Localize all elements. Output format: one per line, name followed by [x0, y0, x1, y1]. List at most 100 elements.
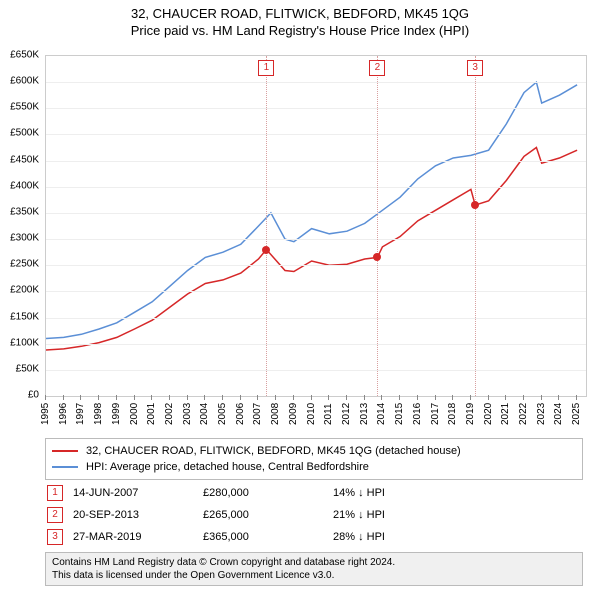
gridline — [46, 291, 586, 292]
sale-vline — [377, 56, 378, 396]
x-tick — [257, 395, 258, 400]
x-tick — [204, 395, 205, 400]
x-tick-label: 2019 — [465, 403, 476, 425]
x-tick-label: 2001 — [146, 403, 157, 425]
x-tick-label: 1998 — [93, 403, 104, 425]
x-tick-label: 1996 — [58, 403, 69, 425]
x-tick — [417, 395, 418, 400]
x-tick — [80, 395, 81, 400]
series-line — [46, 82, 577, 338]
x-tick-label: 1995 — [40, 403, 51, 425]
sale-badge: 1 — [258, 60, 274, 76]
x-tick — [169, 395, 170, 400]
x-tick-label: 2025 — [571, 403, 582, 425]
series-line — [46, 148, 577, 351]
sale-dot — [471, 201, 479, 209]
x-tick-label: 2006 — [235, 403, 246, 425]
sales-price: £365,000 — [203, 531, 333, 543]
sale-badge: 3 — [467, 60, 483, 76]
gridline — [46, 161, 586, 162]
x-tick-label: 2014 — [376, 403, 387, 425]
gridline — [46, 134, 586, 135]
sale-dot — [373, 253, 381, 261]
x-tick — [328, 395, 329, 400]
gridline — [46, 82, 586, 83]
y-tick-label: £550K — [10, 102, 39, 113]
x-tick — [222, 395, 223, 400]
y-tick-label: £450K — [10, 154, 39, 165]
title-sub: Price paid vs. HM Land Registry's House … — [0, 23, 600, 38]
attribution-line1: Contains HM Land Registry data © Crown c… — [52, 556, 576, 569]
x-tick-label: 2020 — [483, 403, 494, 425]
y-tick-label: £350K — [10, 206, 39, 217]
y-axis: £0£50K£100K£150K£200K£250K£300K£350K£400… — [0, 55, 43, 395]
x-axis: 1995199619971998199920002001200220032004… — [45, 395, 585, 435]
x-tick — [558, 395, 559, 400]
x-tick — [45, 395, 46, 400]
x-tick — [541, 395, 542, 400]
x-tick-label: 2017 — [430, 403, 441, 425]
sales-price: £265,000 — [203, 509, 333, 521]
legend-label: HPI: Average price, detached house, Cent… — [86, 461, 369, 473]
sales-diff: 14% ↓ HPI — [333, 487, 583, 499]
x-tick — [98, 395, 99, 400]
x-tick-label: 2002 — [164, 403, 175, 425]
title-main: 32, CHAUCER ROAD, FLITWICK, BEDFORD, MK4… — [0, 6, 600, 21]
y-tick-label: £400K — [10, 180, 39, 191]
y-tick-label: £500K — [10, 128, 39, 139]
sales-date: 20-SEP-2013 — [73, 509, 203, 521]
sales-price: £280,000 — [203, 487, 333, 499]
x-tick — [275, 395, 276, 400]
sales-badge: 3 — [47, 529, 63, 545]
y-tick-label: £250K — [10, 259, 39, 270]
x-tick — [435, 395, 436, 400]
x-tick-label: 1997 — [75, 403, 86, 425]
legend-item: HPI: Average price, detached house, Cent… — [52, 459, 576, 475]
x-tick-label: 1999 — [111, 403, 122, 425]
title-block: 32, CHAUCER ROAD, FLITWICK, BEDFORD, MK4… — [0, 0, 600, 38]
attribution-line2: This data is licensed under the Open Gov… — [52, 569, 576, 582]
x-tick — [346, 395, 347, 400]
x-tick — [470, 395, 471, 400]
gridline — [46, 108, 586, 109]
x-tick-label: 2018 — [447, 403, 458, 425]
x-tick — [452, 395, 453, 400]
y-tick-label: £600K — [10, 76, 39, 87]
x-tick-label: 2003 — [182, 403, 193, 425]
x-tick — [311, 395, 312, 400]
x-tick — [151, 395, 152, 400]
x-tick — [488, 395, 489, 400]
sales-row: 220-SEP-2013£265,00021% ↓ HPI — [45, 504, 583, 526]
x-tick-label: 2015 — [394, 403, 405, 425]
x-tick-label: 2016 — [412, 403, 423, 425]
legend: 32, CHAUCER ROAD, FLITWICK, BEDFORD, MK4… — [45, 438, 583, 480]
y-tick-label: £150K — [10, 311, 39, 322]
x-tick — [63, 395, 64, 400]
gridline — [46, 344, 586, 345]
x-tick — [381, 395, 382, 400]
x-tick-label: 2004 — [199, 403, 210, 425]
gridline — [46, 370, 586, 371]
x-tick-label: 2012 — [341, 403, 352, 425]
sales-badge: 1 — [47, 485, 63, 501]
sale-dot — [262, 246, 270, 254]
y-tick-label: £100K — [10, 337, 39, 348]
sales-diff: 28% ↓ HPI — [333, 531, 583, 543]
x-tick — [576, 395, 577, 400]
x-tick-label: 2005 — [217, 403, 228, 425]
gridline — [46, 239, 586, 240]
y-tick-label: £650K — [10, 50, 39, 61]
x-tick — [293, 395, 294, 400]
x-tick-label: 2021 — [500, 403, 511, 425]
x-tick-label: 2022 — [518, 403, 529, 425]
x-tick — [364, 395, 365, 400]
sales-table: 1 14-JUN-2007£280,00014% ↓ HPI 220-SEP-201… — [45, 482, 583, 548]
chart-plot-area: 123 — [45, 55, 587, 397]
sales-date: 14-JUN-2007 — [73, 487, 203, 499]
x-tick — [523, 395, 524, 400]
gridline — [46, 213, 586, 214]
sales-date: 27-MAR-2019 — [73, 531, 203, 543]
x-tick — [240, 395, 241, 400]
legend-item: 32, CHAUCER ROAD, FLITWICK, BEDFORD, MK4… — [52, 443, 576, 459]
sales-diff: 21% ↓ HPI — [333, 509, 583, 521]
